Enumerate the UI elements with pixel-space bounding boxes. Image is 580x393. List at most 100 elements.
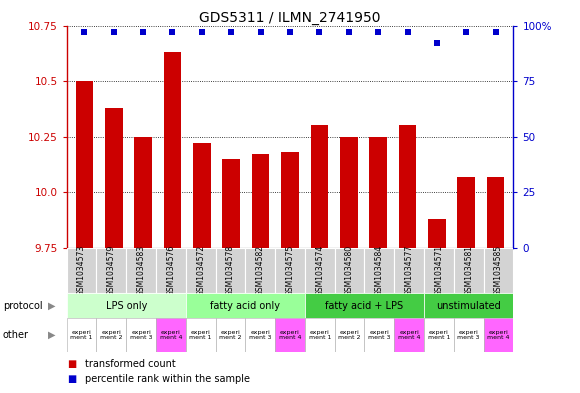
Text: GSM1034578: GSM1034578 bbox=[226, 244, 235, 296]
Bar bbox=[487, 176, 505, 248]
Point bbox=[256, 29, 265, 35]
Text: ▶: ▶ bbox=[48, 301, 55, 310]
Text: GSM1034573: GSM1034573 bbox=[77, 244, 86, 296]
Text: GSM1034581: GSM1034581 bbox=[464, 245, 473, 296]
Text: GSM1034579: GSM1034579 bbox=[107, 244, 116, 296]
Text: other: other bbox=[3, 330, 29, 340]
Point bbox=[315, 29, 324, 35]
Bar bbox=[67, 293, 186, 318]
Bar bbox=[245, 248, 275, 293]
Text: ■: ■ bbox=[67, 358, 76, 369]
Bar bbox=[281, 152, 299, 248]
Bar bbox=[458, 176, 475, 248]
Text: fatty acid + LPS: fatty acid + LPS bbox=[325, 301, 404, 310]
Point bbox=[227, 29, 236, 35]
Text: GSM1034580: GSM1034580 bbox=[345, 244, 354, 296]
Bar bbox=[245, 318, 275, 352]
Text: LPS only: LPS only bbox=[106, 301, 147, 310]
Point bbox=[168, 29, 177, 35]
Bar bbox=[484, 248, 513, 293]
Text: GSM1034582: GSM1034582 bbox=[256, 245, 264, 296]
Text: experi
ment 1: experi ment 1 bbox=[190, 330, 212, 340]
Bar bbox=[252, 154, 270, 248]
Text: GSM1034576: GSM1034576 bbox=[166, 244, 175, 296]
Bar bbox=[369, 136, 387, 248]
Bar bbox=[126, 248, 156, 293]
Bar bbox=[67, 248, 96, 293]
Bar bbox=[424, 248, 454, 293]
Text: experi
ment 4: experi ment 4 bbox=[279, 330, 301, 340]
Point bbox=[374, 29, 383, 35]
Text: experi
ment 3: experi ment 3 bbox=[458, 330, 480, 340]
Text: experi
ment 2: experi ment 2 bbox=[338, 330, 361, 340]
Bar bbox=[186, 318, 216, 352]
Bar bbox=[216, 248, 245, 293]
Text: experi
ment 4: experi ment 4 bbox=[398, 330, 420, 340]
Bar bbox=[222, 159, 240, 248]
Bar bbox=[193, 143, 211, 248]
Bar bbox=[305, 318, 335, 352]
Bar bbox=[364, 318, 394, 352]
Bar bbox=[75, 81, 93, 248]
Text: experi
ment 4: experi ment 4 bbox=[487, 330, 510, 340]
Text: experi
ment 1: experi ment 1 bbox=[427, 330, 450, 340]
Title: GDS5311 / ILMN_2741950: GDS5311 / ILMN_2741950 bbox=[200, 11, 380, 24]
Text: percentile rank within the sample: percentile rank within the sample bbox=[85, 374, 250, 384]
Bar bbox=[186, 248, 216, 293]
Point bbox=[462, 29, 471, 35]
Bar bbox=[394, 318, 424, 352]
Text: ▶: ▶ bbox=[48, 330, 55, 340]
Bar bbox=[484, 318, 513, 352]
Text: experi
ment 2: experi ment 2 bbox=[100, 330, 122, 340]
Text: GSM1034583: GSM1034583 bbox=[137, 244, 146, 296]
Text: GSM1034574: GSM1034574 bbox=[316, 244, 324, 296]
Text: GSM1034585: GSM1034585 bbox=[494, 244, 503, 296]
Point bbox=[432, 40, 441, 46]
Bar bbox=[67, 318, 96, 352]
Text: experi
ment 2: experi ment 2 bbox=[219, 330, 242, 340]
Text: fatty acid only: fatty acid only bbox=[211, 301, 280, 310]
Point bbox=[403, 29, 412, 35]
Point bbox=[491, 29, 501, 35]
Bar bbox=[310, 125, 328, 248]
Bar bbox=[398, 125, 416, 248]
Text: unstimulated: unstimulated bbox=[436, 301, 501, 310]
Bar bbox=[424, 293, 513, 318]
Text: experi
ment 3: experi ment 3 bbox=[249, 330, 271, 340]
Text: GSM1034575: GSM1034575 bbox=[285, 244, 295, 296]
Point bbox=[109, 29, 118, 35]
Bar bbox=[126, 318, 156, 352]
Bar bbox=[340, 136, 358, 248]
Bar bbox=[216, 318, 245, 352]
Bar bbox=[335, 318, 364, 352]
Bar bbox=[96, 318, 126, 352]
Text: transformed count: transformed count bbox=[85, 358, 176, 369]
Bar bbox=[164, 52, 182, 248]
Text: experi
ment 3: experi ment 3 bbox=[368, 330, 390, 340]
Bar bbox=[96, 248, 126, 293]
Bar bbox=[275, 248, 305, 293]
Bar bbox=[394, 248, 424, 293]
Bar bbox=[186, 293, 305, 318]
Text: ■: ■ bbox=[67, 374, 76, 384]
Text: GSM1034577: GSM1034577 bbox=[405, 244, 414, 296]
Point bbox=[344, 29, 353, 35]
Bar bbox=[428, 219, 445, 248]
Point bbox=[79, 29, 89, 35]
Text: GSM1034584: GSM1034584 bbox=[375, 244, 384, 296]
Bar bbox=[454, 318, 484, 352]
Point bbox=[197, 29, 206, 35]
Point bbox=[139, 29, 148, 35]
Bar bbox=[424, 318, 454, 352]
Bar bbox=[105, 108, 122, 248]
Bar bbox=[454, 248, 484, 293]
Bar bbox=[156, 248, 186, 293]
Text: protocol: protocol bbox=[3, 301, 42, 310]
Bar bbox=[135, 136, 152, 248]
Bar bbox=[305, 248, 335, 293]
Text: experi
ment 3: experi ment 3 bbox=[130, 330, 153, 340]
Point bbox=[285, 29, 295, 35]
Text: experi
ment 1: experi ment 1 bbox=[70, 330, 93, 340]
Bar bbox=[305, 293, 424, 318]
Text: experi
ment 1: experi ment 1 bbox=[309, 330, 331, 340]
